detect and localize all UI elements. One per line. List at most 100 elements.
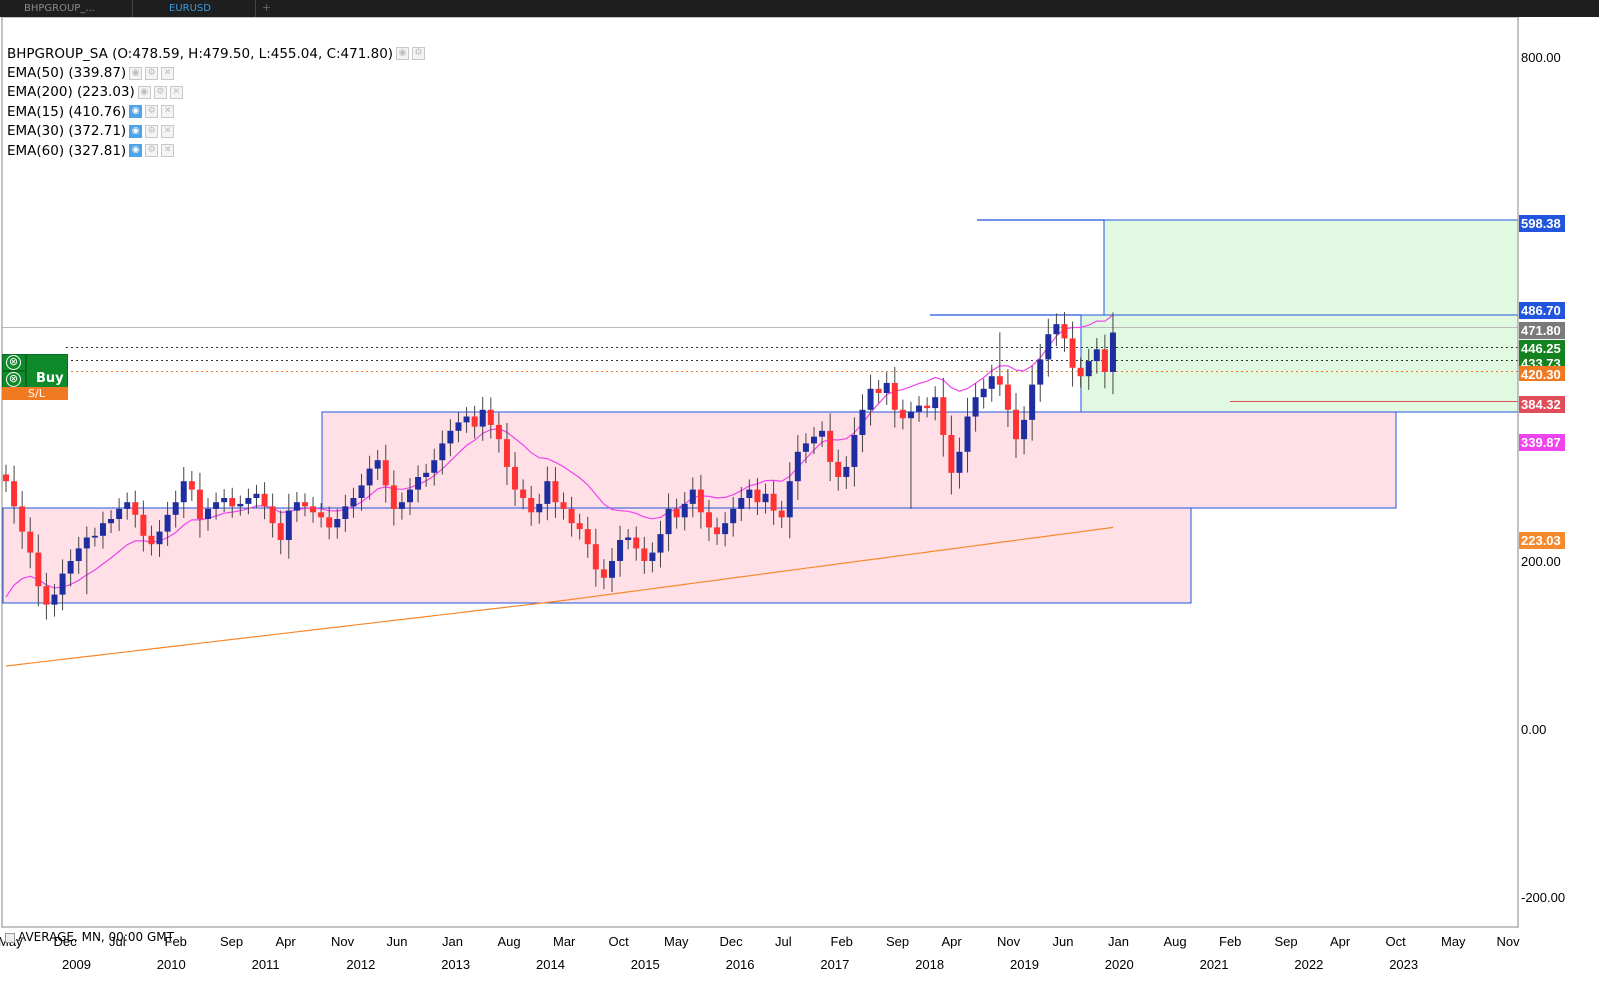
candle-body — [996, 376, 1003, 385]
gear-icon[interactable]: ⚙ — [145, 124, 159, 138]
x-axis-year: 2010 — [157, 957, 186, 972]
candle-body — [196, 489, 203, 519]
close-icon[interactable]: ✕ — [161, 144, 175, 158]
price-tag — [1519, 396, 1565, 413]
close-order-icon[interactable]: ⊗ — [2, 354, 26, 371]
candle-body — [334, 519, 341, 528]
candle-body — [1004, 384, 1011, 410]
candle-body — [19, 506, 26, 532]
candle-body — [132, 502, 139, 515]
chart-canvas[interactable]: 800.00 200.00 0.00 -200.00 May Dec Jul Feb Sep Ap… — [0, 16, 1599, 993]
legend-ema50: EMA(50) (339.87) ◉ ⚙ ✕ — [7, 63, 425, 82]
candle-body — [205, 508, 211, 519]
x-axis-month: Dec — [54, 934, 78, 949]
y-axis-label: -200.00 — [1521, 890, 1565, 905]
visibility-icon[interactable]: ◉ — [137, 85, 151, 99]
price-tag — [1519, 366, 1565, 383]
candle-body — [415, 477, 422, 490]
visibility-icon[interactable]: ◉ — [129, 144, 143, 158]
candle-body — [1021, 419, 1028, 440]
candle-body — [11, 481, 18, 507]
gear-icon[interactable]: ⚙ — [145, 105, 159, 119]
tab-eurusd[interactable]: EURUSD — [133, 0, 256, 17]
close-icon[interactable]: ✕ — [169, 85, 183, 99]
x-axis-year: 2013 — [441, 957, 470, 972]
target-zone-upper — [1103, 219, 1519, 316]
x-axis-month: Mar — [553, 934, 576, 949]
candle-body — [1053, 324, 1060, 335]
candle-body — [245, 498, 252, 504]
candle-body — [1109, 332, 1116, 372]
x-axis-year: 2012 — [346, 957, 375, 972]
legend-symbol-row: BHPGROUP_SA (O:478.59, H:479.50, L:455.0… — [7, 44, 426, 63]
gear-icon[interactable]: ⚙ — [153, 85, 167, 99]
x-axis-year: 2017 — [820, 957, 849, 972]
candle-body — [972, 397, 979, 417]
candle-body — [1029, 384, 1036, 420]
close-order-icon[interactable]: ⊗ — [2, 371, 26, 388]
candle-body — [423, 472, 430, 477]
x-axis-month: Oct — [1386, 934, 1407, 949]
tab-bhpgroup[interactable]: BHPGROUP_... — [0, 0, 133, 17]
x-axis-year: 2021 — [1200, 957, 1229, 972]
price-tag-label: 420.30 — [1521, 367, 1561, 382]
x-axis-month: Nov — [331, 934, 355, 949]
candle-body — [705, 512, 712, 528]
x-axis-year: 2022 — [1294, 957, 1323, 972]
candle-body — [164, 514, 171, 532]
candle-body — [1061, 324, 1068, 339]
candle-body — [1013, 409, 1019, 440]
candle-body — [657, 534, 664, 553]
x-axis-year: 2016 — [726, 957, 755, 972]
candle-body — [188, 481, 195, 490]
candle-body — [27, 531, 34, 553]
candle-body — [390, 485, 397, 509]
legend-ema15-label: EMA(15) (410.76) — [7, 103, 127, 120]
close-icon[interactable]: ✕ — [161, 124, 175, 138]
candle-body — [746, 489, 753, 498]
candle-body — [140, 514, 147, 536]
candle-body — [471, 416, 478, 427]
chart-area[interactable]: 800.00 200.00 0.00 -200.00 May Dec Jul Feb Sep Ap… — [0, 16, 1599, 993]
legend-ema15: EMA(15) (410.76) ◉ ⚙ ✕ — [7, 102, 425, 121]
close-icon[interactable]: ✕ — [161, 105, 175, 119]
candle-body — [802, 443, 809, 452]
candle-body — [447, 430, 454, 444]
candle-body — [665, 508, 672, 535]
visibility-icon[interactable]: ◉ — [129, 105, 143, 119]
visibility-icon[interactable]: ◉ — [129, 66, 143, 80]
y-axis-label: 800.00 — [1521, 50, 1561, 65]
candle-body — [843, 466, 850, 477]
x-axis-month: Jan — [1108, 934, 1129, 949]
candle-body — [358, 485, 365, 498]
candle-body — [1085, 361, 1092, 377]
price-tag — [1519, 434, 1565, 451]
x-axis-month: Jun — [1053, 934, 1074, 949]
gear-icon[interactable]: ⚙ — [145, 66, 159, 80]
visibility-icon[interactable]: ◉ — [129, 124, 143, 138]
price-tag-label: 400.00 — [1521, 382, 1561, 397]
visibility-icon[interactable]: ◉ — [396, 47, 410, 61]
price-tag-label: 446.25 — [1521, 341, 1561, 356]
x-axis-month: Feb — [165, 934, 187, 949]
price-tag-label: 339.87 — [1521, 435, 1561, 450]
candle-body — [754, 489, 761, 503]
candle-body — [43, 586, 50, 605]
candle-body — [285, 510, 292, 540]
candle-body — [253, 493, 260, 498]
buy-button[interactable]: Buy — [26, 354, 68, 390]
candle-body — [641, 548, 648, 561]
price-tag-label: 598.38 — [1521, 216, 1561, 231]
candle-body — [172, 502, 179, 515]
gear-icon[interactable]: ⚙ — [145, 144, 159, 158]
stop-loss-handle[interactable]: S/L — [2, 387, 68, 400]
x-axis-month: Jul — [775, 934, 792, 949]
gear-icon[interactable]: ⚙ — [412, 47, 426, 61]
candle-body — [584, 529, 591, 545]
x-axis-year: 2018 — [915, 957, 944, 972]
plus-icon[interactable]: + — [262, 1, 272, 14]
candle-body — [600, 569, 607, 578]
candle-body — [455, 422, 462, 431]
close-icon[interactable]: ✕ — [161, 66, 175, 80]
legend-ema30-label: EMA(30) (372.71) — [7, 123, 127, 140]
